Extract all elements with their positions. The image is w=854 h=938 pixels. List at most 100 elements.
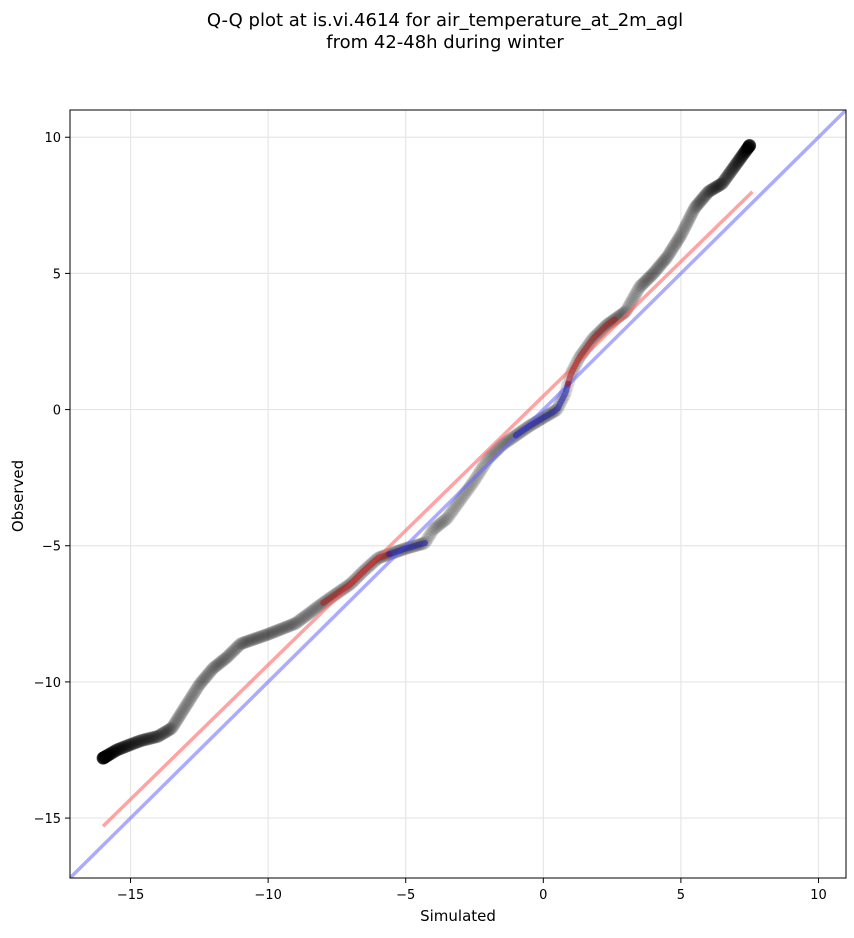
qq-point (632, 282, 646, 296)
qq-point (172, 710, 186, 724)
qq-point (269, 624, 283, 638)
qq-point (738, 145, 752, 159)
qq-point (500, 434, 514, 448)
qq-point (114, 741, 128, 755)
qq-point (703, 184, 717, 198)
qq-point (174, 706, 188, 720)
identity-line (70, 110, 846, 878)
qq-point (235, 636, 249, 650)
qq-point (144, 731, 158, 745)
qq-point (136, 733, 150, 747)
qq-point (153, 728, 167, 742)
qq-point (96, 751, 110, 765)
qq-point (724, 164, 738, 178)
qq-point (158, 725, 172, 739)
quantile-fit-line (101, 190, 754, 828)
qq-point (99, 749, 113, 763)
qq-point (742, 139, 756, 153)
qq-point (175, 704, 189, 718)
qq-point (710, 179, 724, 193)
qq-point (200, 669, 214, 683)
x-tick-label: 0 (539, 888, 547, 903)
qq-point (297, 610, 311, 624)
qq-point (111, 743, 125, 757)
qq-point (742, 139, 756, 153)
qq-point (267, 625, 281, 639)
qq-point (205, 663, 219, 677)
qq-point (144, 731, 158, 745)
qq-point (289, 616, 303, 630)
qq-point (666, 241, 680, 255)
qq-point (118, 740, 132, 754)
qq-point (96, 751, 110, 765)
qq-point (148, 730, 162, 744)
qq-point (118, 740, 132, 754)
qq-point (231, 639, 245, 653)
qq-point (301, 607, 315, 621)
qq-point (97, 750, 111, 764)
qq-point (502, 433, 516, 447)
qq-point (637, 276, 651, 290)
qq-point (105, 746, 119, 760)
qq-point (110, 743, 124, 757)
qq-point (141, 732, 155, 746)
qq-point (690, 198, 704, 212)
qq-point (640, 273, 654, 287)
qq-point (727, 161, 741, 175)
qq-point (298, 609, 312, 623)
qq-point (241, 634, 255, 648)
qq-point (294, 612, 308, 626)
qq-point (426, 523, 440, 537)
qq-point (721, 168, 735, 182)
qq-point (125, 737, 139, 751)
qq-point (280, 620, 294, 634)
qq-point (668, 238, 682, 252)
qq-point (630, 284, 644, 298)
qq-point (196, 673, 210, 687)
qq-point (724, 165, 738, 179)
qq-point (96, 751, 110, 765)
qq-point (96, 751, 110, 765)
qq-point (163, 722, 177, 736)
qq-point (674, 229, 687, 243)
qq-point (249, 631, 263, 645)
qq-point (654, 258, 668, 272)
qq-point (121, 739, 135, 753)
qq-point (99, 749, 113, 763)
qq-point (255, 629, 269, 643)
qq-point (204, 664, 218, 678)
qq-point (164, 722, 178, 736)
qq-point (176, 703, 190, 717)
qq-point (101, 748, 115, 762)
qq-point (199, 670, 213, 684)
qq-point (108, 744, 122, 758)
qq-point (728, 159, 742, 173)
qq-point (101, 748, 115, 762)
qq-point (659, 251, 673, 265)
qq-point (451, 497, 465, 511)
qq-point (698, 189, 712, 203)
qq-point (97, 751, 111, 765)
qq-point (120, 739, 134, 753)
qq-point (214, 655, 228, 669)
qq-point (147, 730, 161, 744)
qq-point (178, 700, 192, 714)
qq-point (229, 642, 243, 656)
qq-point (296, 611, 310, 625)
qq-point (167, 718, 181, 732)
qq-point (697, 190, 711, 204)
qq-point (140, 732, 154, 746)
qq-point (740, 142, 754, 156)
qq-point (683, 210, 697, 224)
qq-point (259, 628, 273, 642)
qq-point (124, 737, 138, 751)
qq-point (730, 155, 744, 169)
y-tick-label: −10 (34, 676, 61, 691)
qq-point (309, 601, 323, 615)
qq-point (100, 749, 114, 763)
qq-point (715, 177, 729, 191)
qq-point (230, 640, 244, 654)
qq-point (228, 643, 242, 657)
qq-point (694, 194, 708, 208)
qq-point (741, 140, 755, 154)
